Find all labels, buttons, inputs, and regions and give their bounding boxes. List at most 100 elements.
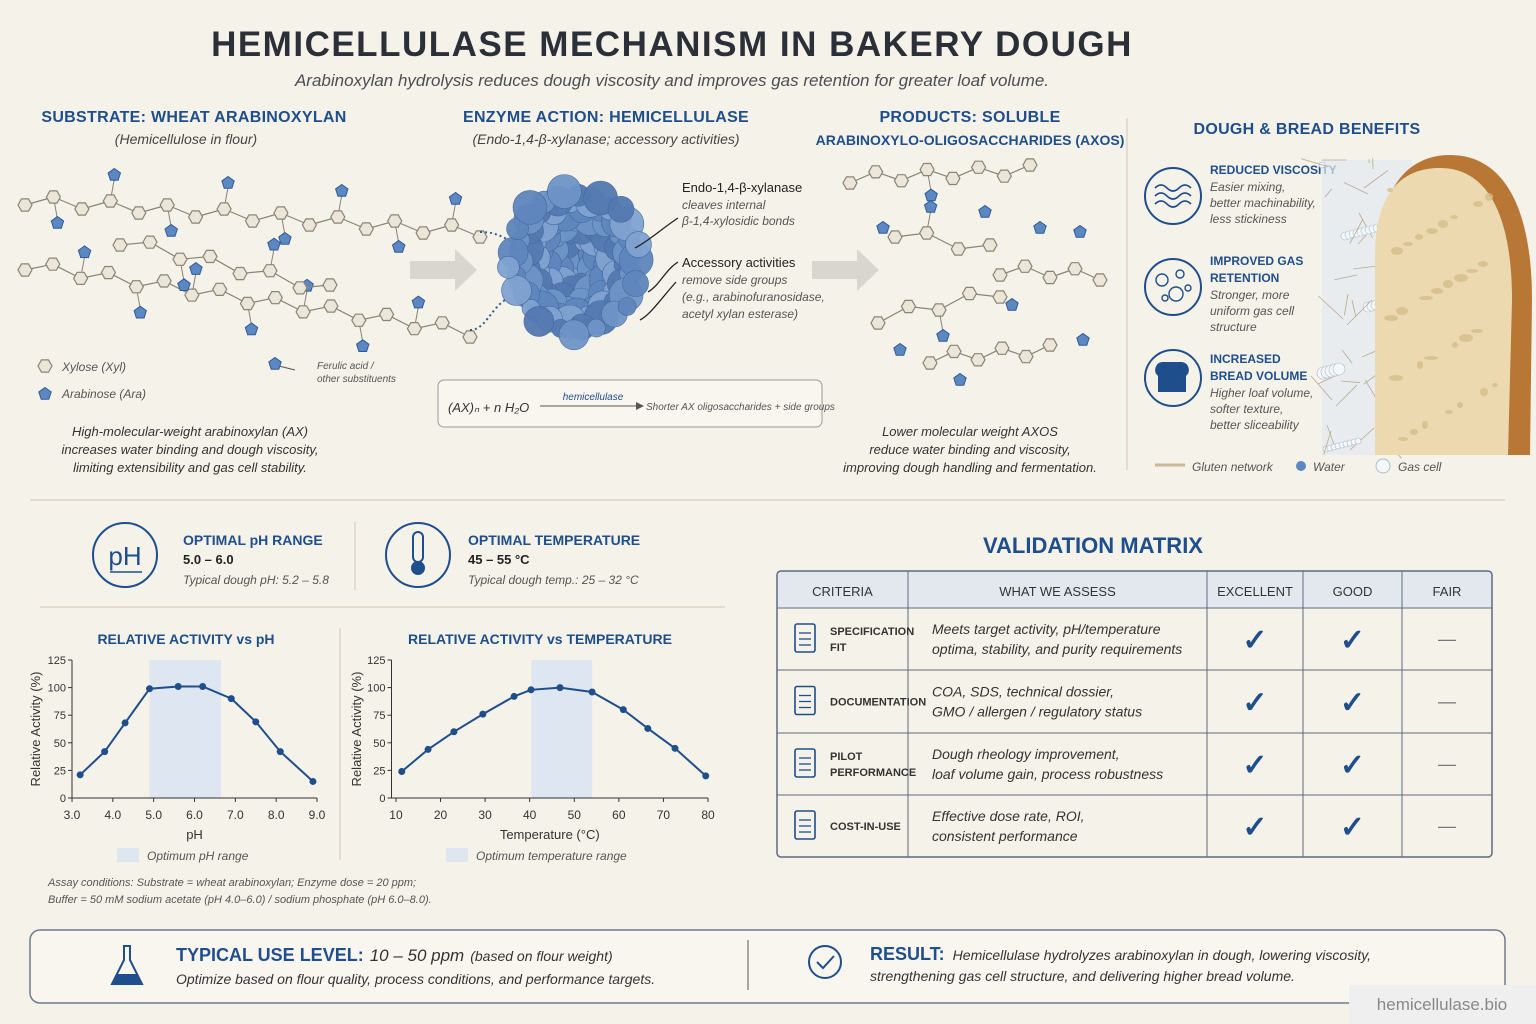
gas-cell <box>1354 437 1362 445</box>
arabinose-unit <box>50 215 65 229</box>
arabinose-unit <box>391 239 406 253</box>
equation-text: (AX)ₙ + n H₂O <box>448 400 529 415</box>
arabinose-unit <box>133 305 147 319</box>
xylose-unit <box>931 303 947 317</box>
caption: reduce water binding and viscosity, <box>869 442 1070 457</box>
flow-arrow <box>410 249 477 291</box>
benefit-text: Stronger, more <box>1210 288 1290 302</box>
xylose-unit <box>950 242 966 256</box>
column-header: GOOD <box>1333 584 1373 599</box>
condition-icon <box>92 522 158 588</box>
icon-text: pH <box>108 541 141 571</box>
condition-value: 5.0 – 6.0 <box>183 552 234 567</box>
rating: — <box>1438 816 1456 836</box>
crumb-hole <box>1454 274 1468 282</box>
footer-box <box>29 929 1506 1004</box>
section-title: SUBSTRATE: WHEAT ARABINOXYLAN <box>41 109 346 126</box>
benefit-text: less stickiness <box>1210 212 1287 226</box>
arabinose-unit <box>876 220 890 234</box>
arabinose-unit <box>893 342 907 356</box>
optimum-band <box>149 660 222 798</box>
data-point <box>527 686 535 694</box>
criteria-label: PERFORMANCE <box>830 767 916 779</box>
arabinose-unit <box>1076 332 1090 346</box>
arabinose-unit <box>164 223 178 237</box>
data-point <box>199 682 207 690</box>
enzyme-blob <box>587 318 606 338</box>
criteria-icon <box>794 623 816 653</box>
crumb-hole <box>1415 234 1423 240</box>
data-point <box>556 684 564 692</box>
crumb-hole <box>1473 201 1483 207</box>
arabinose-unit <box>978 204 992 218</box>
criteria-label: SPECIFICATION <box>830 626 914 638</box>
xylose-unit <box>301 218 318 232</box>
xylose-unit <box>358 222 374 236</box>
y-axis-label: Relative Activity (%) <box>28 672 43 787</box>
rating: ✓ <box>1242 624 1267 657</box>
crumb-hole <box>1396 307 1408 315</box>
equation-box <box>437 379 823 428</box>
table-title: VALIDATION MATRIX <box>983 533 1203 558</box>
section-subtitle: (Hemicellulose in flour) <box>115 131 257 147</box>
icon-wave <box>1154 200 1192 208</box>
xylose-unit <box>434 316 450 330</box>
xylose-unit <box>184 288 200 302</box>
xylose-unit <box>945 171 961 186</box>
data-point <box>309 777 317 785</box>
xylose-unit <box>262 264 278 278</box>
xylose-unit <box>202 249 218 264</box>
crumb-hole <box>1417 361 1423 369</box>
data-point <box>174 682 182 690</box>
benefit-text: Higher loaf volume, <box>1210 386 1313 400</box>
icon-bubble <box>1175 269 1185 279</box>
result-icon <box>816 955 835 970</box>
xylose-unit <box>159 198 175 212</box>
rating: ✓ <box>1242 687 1267 720</box>
x-axis-label: pH <box>186 827 203 842</box>
crumb-hole <box>1445 410 1453 414</box>
legend-label: other substituents <box>317 374 396 385</box>
xylose-unit <box>900 299 917 314</box>
arabinose-unit <box>936 328 950 342</box>
crumb-hole <box>1450 215 1458 219</box>
x-tick-label: 3.0 <box>64 808 81 822</box>
note-text: β-1,4-xylosidic bonds <box>681 214 795 228</box>
enzyme-blob <box>607 196 635 223</box>
xylose-unit <box>74 202 90 216</box>
xylose-unit <box>443 218 460 232</box>
note-title: Accessory activities <box>682 255 796 270</box>
column-header: EXCELLENT <box>1217 584 1293 599</box>
optimum-band <box>531 660 593 798</box>
xylose-unit <box>842 176 858 190</box>
arabinose-unit <box>38 386 52 400</box>
note-text: (e.g., arabinofuranosidase, <box>682 290 825 304</box>
thermometer <box>411 561 425 575</box>
x-tick-label: 7.0 <box>227 808 244 822</box>
activity-line <box>79 685 314 783</box>
enzyme-blob <box>625 231 652 258</box>
xylose-unit <box>961 286 978 301</box>
table-header <box>777 571 1492 608</box>
xylose-unit <box>1022 158 1038 172</box>
use-level-part: TYPICAL USE LEVEL: <box>176 945 364 965</box>
section-title: DOUGH & BREAD BENEFITS <box>1193 121 1420 138</box>
subtitle: Arabinoxylan hydrolysis reduces dough vi… <box>294 71 1049 90</box>
gluten-strand <box>1326 424 1335 446</box>
note-text: acetyl xylan esterase) <box>682 307 798 321</box>
enzyme-blob <box>622 270 649 297</box>
icon-loaf <box>1155 362 1189 392</box>
xylose-unit <box>1042 270 1058 285</box>
icon-wave <box>1154 192 1192 200</box>
arabinose-unit <box>189 261 203 275</box>
benefit-text: Easier mixing, <box>1210 180 1285 194</box>
xylose-unit <box>462 330 478 344</box>
y-tick-label: 0 <box>379 793 385 805</box>
data-point <box>101 748 109 756</box>
crumb-hole <box>1438 220 1448 228</box>
rating: ✓ <box>1242 811 1267 844</box>
benefit-icon <box>1144 167 1202 225</box>
legend-label: Arabinose (Ara) <box>61 387 146 401</box>
arabinose-unit <box>448 191 463 205</box>
watermark: hemicellulase.bio <box>1377 995 1507 1014</box>
